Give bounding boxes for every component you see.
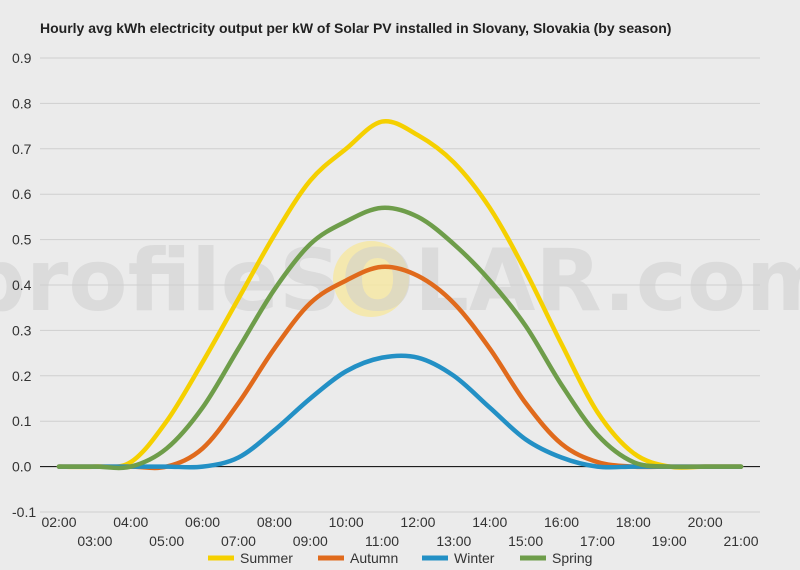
- legend: Summer Autumn Winter Spring: [208, 550, 592, 566]
- y-tick-label: 0.1: [12, 413, 32, 429]
- x-tick-label: 06:00: [185, 514, 220, 530]
- x-tick-label: 02:00: [41, 514, 76, 530]
- series-lines: [56, 118, 744, 471]
- y-tick-label: 0.5: [12, 232, 32, 248]
- x-tick-label: 04:00: [113, 514, 148, 530]
- x-axis-ticks: 02:0003:0004:0005:0006:0007:0008:0009:00…: [41, 514, 758, 549]
- x-tick-label: 05:00: [149, 533, 184, 549]
- legend-label-summer: Summer: [240, 550, 293, 566]
- y-tick-label: 0.7: [12, 141, 32, 157]
- y-tick-label: 0.3: [12, 322, 32, 338]
- x-tick-label: 07:00: [221, 533, 256, 549]
- x-tick-label: 09:00: [293, 533, 328, 549]
- y-tick-label: 0.9: [12, 50, 32, 66]
- series-line-winter: [56, 353, 744, 470]
- chart-title: Hourly avg kWh electricity output per kW…: [40, 20, 671, 36]
- legend-label-spring: Spring: [552, 550, 592, 566]
- y-tick-label: 0.6: [12, 186, 32, 202]
- x-tick-label: 18:00: [616, 514, 651, 530]
- x-tick-label: 20:00: [688, 514, 723, 530]
- y-tick-label: 0.8: [12, 95, 32, 111]
- watermark: profileSOLAR.com: [0, 231, 800, 331]
- x-tick-label: 14:00: [472, 514, 507, 530]
- x-tick-label: 08:00: [257, 514, 292, 530]
- y-tick-label: -0.1: [12, 504, 36, 520]
- watermark-sun-icon: [333, 241, 409, 317]
- y-tick-label: 0.2: [12, 368, 32, 384]
- x-tick-label: 17:00: [580, 533, 615, 549]
- y-axis-ticks: 0.9 0.8 0.7 0.6 0.5 0.4 0.3 0.2 0.1 0.0 -0.1: [12, 50, 36, 520]
- y-tick-label: 0.4: [12, 277, 32, 293]
- x-tick-label: 03:00: [77, 533, 112, 549]
- watermark-text: profileSOLAR.com: [0, 231, 800, 331]
- x-tick-label: 16:00: [544, 514, 579, 530]
- x-tick-label: 12:00: [400, 514, 435, 530]
- series-line-spring: [56, 205, 744, 471]
- x-tick-label: 13:00: [436, 533, 471, 549]
- legend-label-winter: Winter: [454, 550, 495, 566]
- x-tick-label: 21:00: [723, 533, 758, 549]
- legend-label-autumn: Autumn: [350, 550, 398, 566]
- x-tick-label: 19:00: [652, 533, 687, 549]
- x-tick-label: 11:00: [365, 533, 399, 549]
- series-line-summer: [56, 118, 744, 470]
- x-tick-label: 10:00: [329, 514, 364, 530]
- y-tick-label: 0.0: [12, 459, 32, 475]
- x-tick-label: 15:00: [508, 533, 543, 549]
